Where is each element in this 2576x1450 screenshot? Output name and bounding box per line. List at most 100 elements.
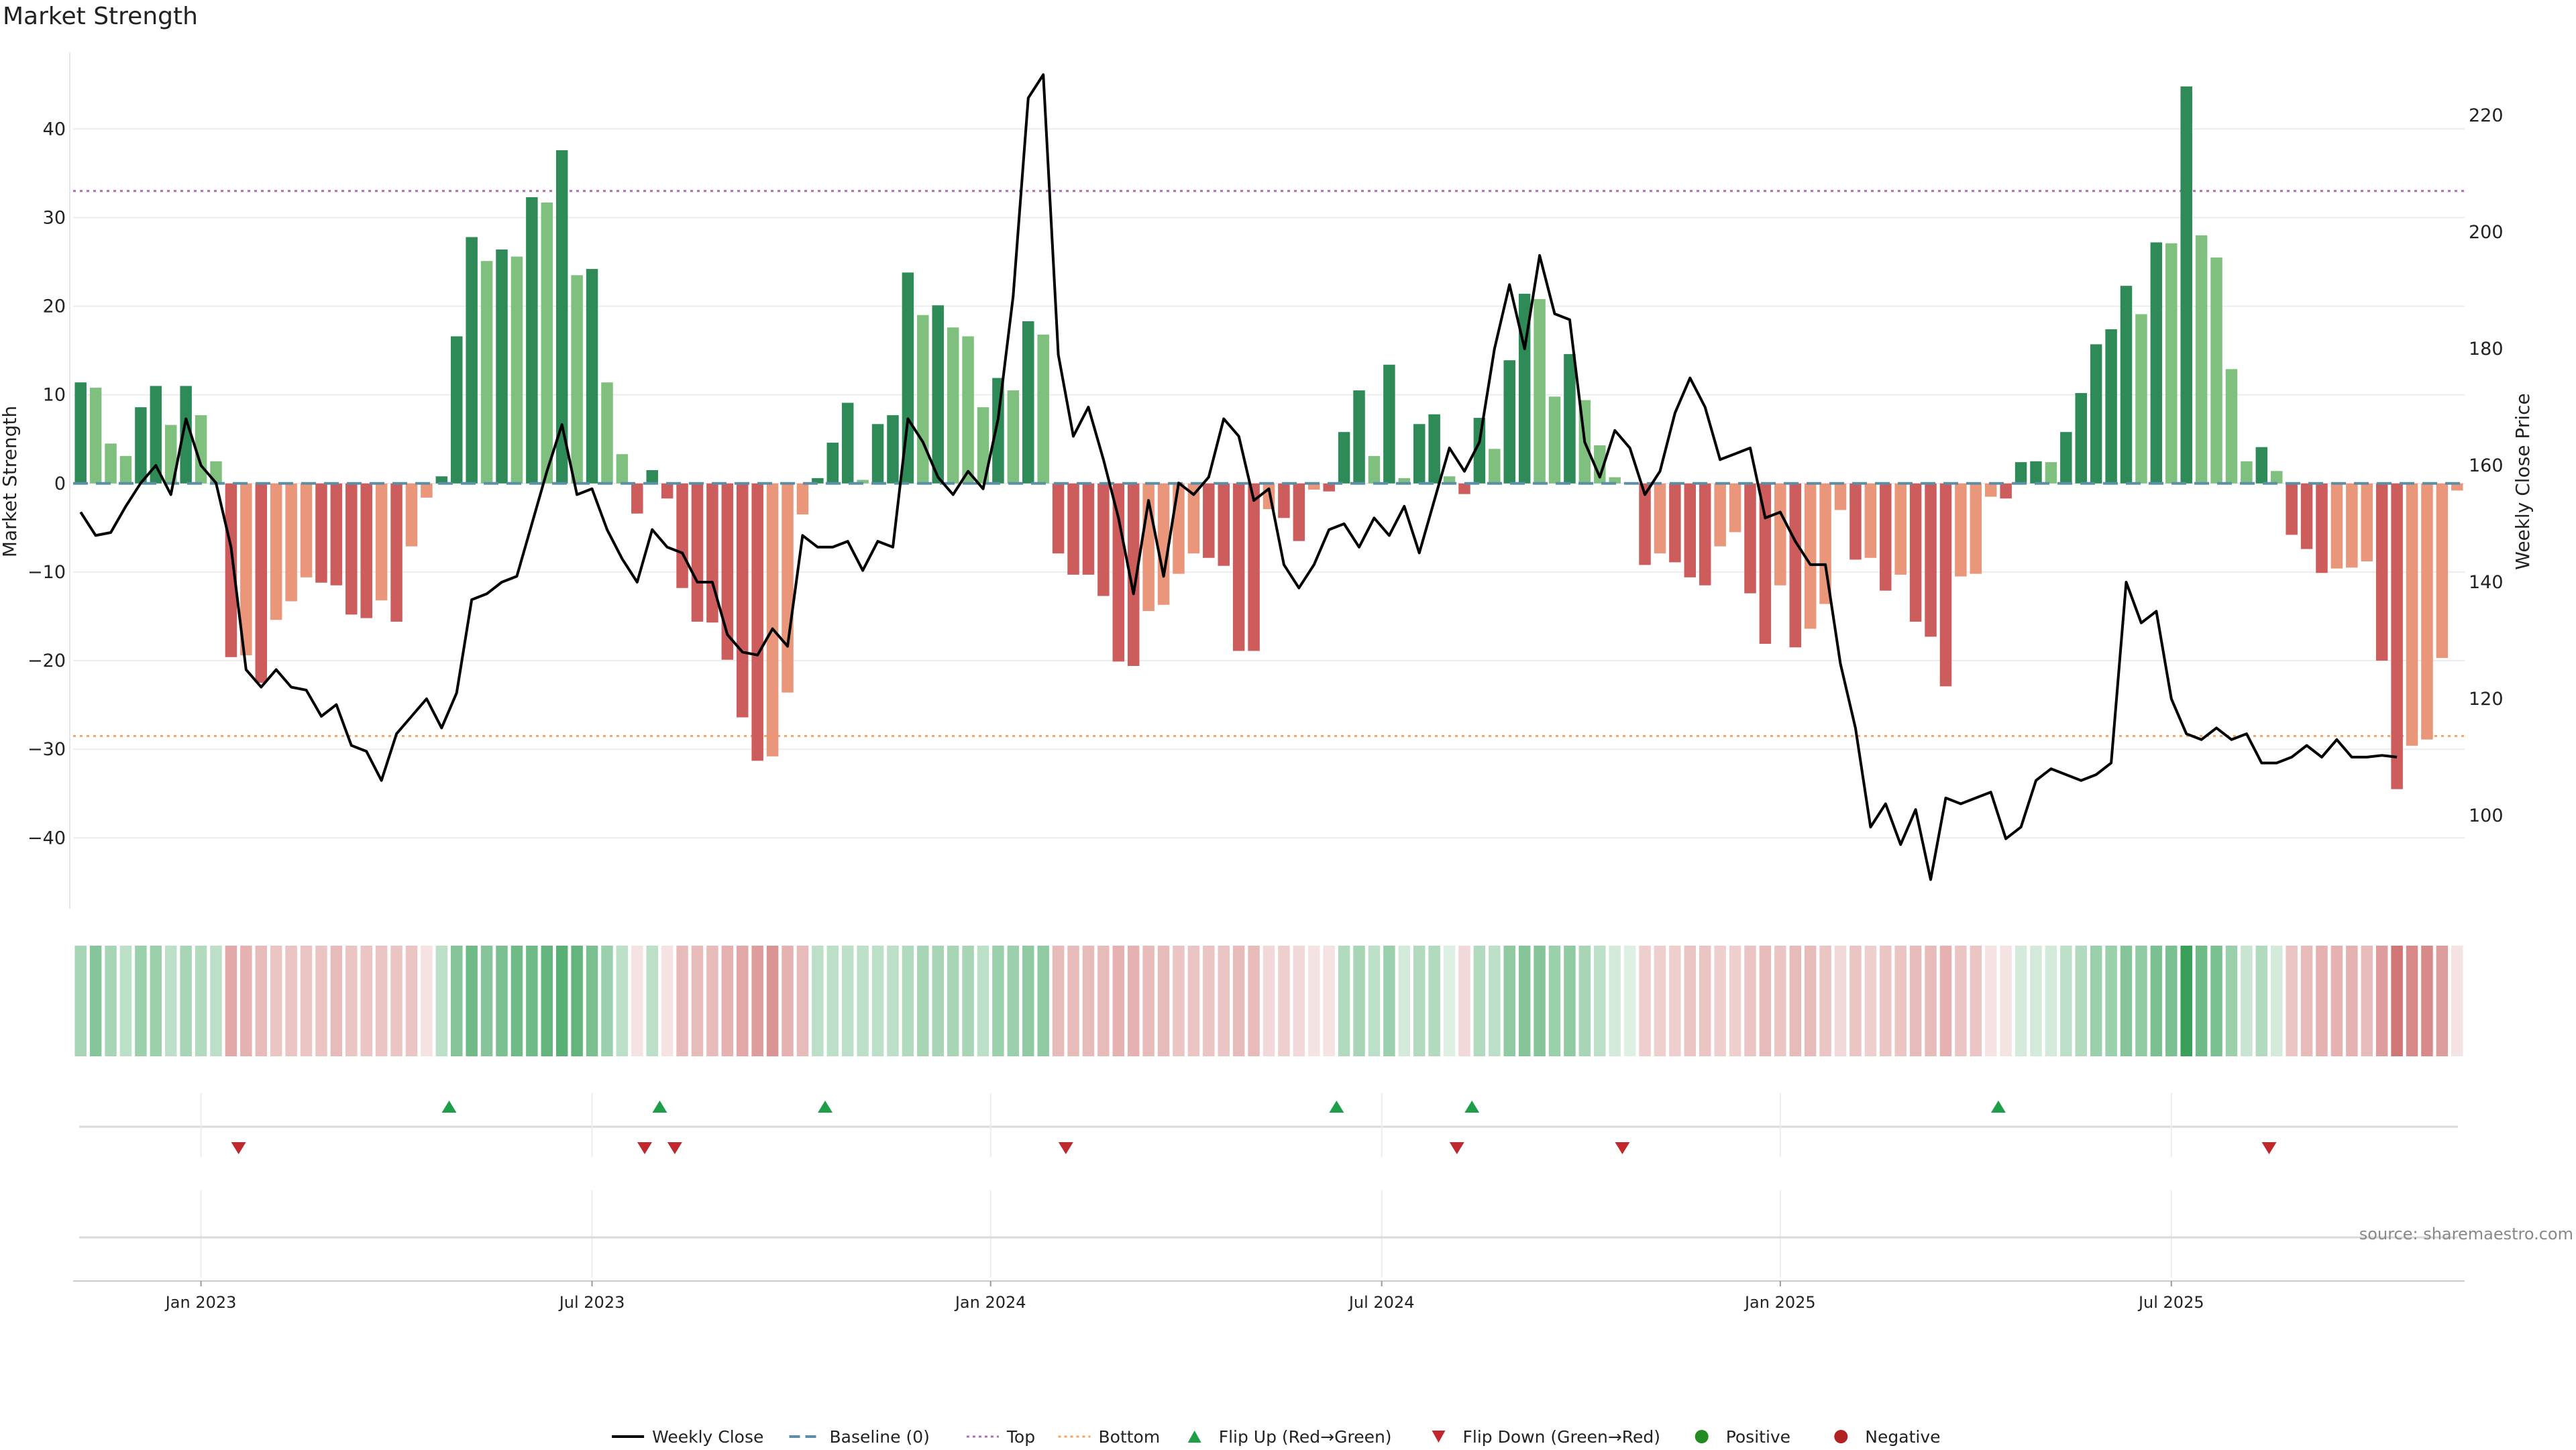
strength-bar	[646, 469, 658, 484]
intensity-cell	[977, 946, 989, 1056]
strength-bar	[721, 483, 734, 660]
intensity-cell	[1489, 946, 1501, 1056]
y-right-tick-label: 140	[2469, 572, 2504, 593]
strength-bar	[737, 483, 749, 718]
strength-bar	[1082, 483, 1095, 575]
strength-bar	[1759, 483, 1772, 644]
strength-bar	[2195, 235, 2208, 484]
strength-bar	[195, 415, 207, 484]
intensity-cell	[496, 946, 508, 1056]
strength-bar	[1293, 483, 1305, 541]
intensity-cell	[1880, 946, 1892, 1056]
intensity-cell	[1308, 946, 1320, 1056]
strength-bar	[375, 483, 388, 601]
flip-up-marker	[1990, 1101, 2006, 1113]
strength-bar	[2375, 483, 2388, 661]
intensity-cell	[164, 946, 177, 1056]
flip-up-marker	[818, 1101, 833, 1113]
strength-bar	[2180, 86, 2192, 484]
strength-bar	[255, 483, 268, 683]
intensity-cell	[1278, 946, 1290, 1056]
strength-bar	[887, 415, 899, 484]
strength-bar	[526, 197, 538, 484]
strength-bar	[2165, 243, 2178, 484]
legend-item: Weekly Close	[612, 1427, 763, 1447]
y-tick-label: 20	[43, 296, 66, 317]
strength-bar	[1880, 483, 1892, 591]
intensity-cell	[2045, 946, 2057, 1056]
strength-bar	[1819, 483, 1831, 604]
intensity-cell	[1368, 946, 1381, 1056]
strength-bar	[1173, 483, 1185, 574]
y-right-tick-label: 120	[2469, 689, 2504, 710]
intensity-cell	[1639, 946, 1651, 1056]
legend-swatch-circle	[1695, 1430, 1709, 1443]
strength-bar	[345, 483, 358, 615]
y-right-tick-label: 200	[2469, 222, 2504, 243]
intensity-cell	[119, 946, 132, 1056]
intensity-cell	[2241, 946, 2253, 1056]
intensity-cell	[1082, 946, 1095, 1056]
intensity-cell	[826, 946, 839, 1056]
intensity-cell	[571, 946, 583, 1056]
legend-item: Bottom	[1058, 1427, 1160, 1447]
intensity-cell	[480, 946, 493, 1056]
intensity-cell	[1564, 946, 1576, 1056]
strength-bar	[1894, 483, 1907, 575]
y-axis-label-right: Weekly Close Price	[2512, 393, 2534, 569]
intensity-cell	[1819, 946, 1831, 1056]
strength-bar	[902, 272, 914, 484]
intensity-cell	[150, 946, 162, 1056]
intensity-cell	[782, 946, 794, 1056]
strength-bar	[1789, 483, 1801, 648]
intensity-cell	[2105, 946, 2117, 1056]
strength-bar	[1984, 483, 1997, 497]
intensity-cell	[1699, 946, 1711, 1056]
intensity-cell	[1383, 946, 1395, 1056]
intensity-cell	[2195, 946, 2208, 1056]
strength-bar	[1458, 483, 1470, 494]
strength-bar	[1022, 321, 1034, 484]
intensity-cell	[1052, 946, 1065, 1056]
intensity-cell	[1263, 946, 1275, 1056]
intensity-cell	[2391, 946, 2403, 1056]
intensity-cell	[1534, 946, 1546, 1056]
strength-bars	[74, 86, 2463, 789]
strength-bar	[1939, 483, 1952, 687]
intensity-cell	[2180, 946, 2192, 1056]
strength-bar	[1383, 364, 1395, 484]
intensity-cell	[1925, 946, 1937, 1056]
intensity-cell	[2346, 946, 2358, 1056]
strength-bar	[2090, 344, 2102, 484]
intensity-cell	[812, 946, 824, 1056]
intensity-cell	[766, 946, 779, 1056]
intensity-cell	[1714, 946, 1726, 1056]
intensity-cell	[1518, 946, 1531, 1056]
intensity-cell	[1007, 946, 1020, 1056]
intensity-cell	[721, 946, 734, 1056]
intensity-cell	[390, 946, 402, 1056]
legend-label: Top	[1006, 1427, 1035, 1447]
intensity-cell	[992, 946, 1004, 1056]
intensity-cell	[451, 946, 463, 1056]
flip-down-marker	[1449, 1142, 1464, 1154]
intensity-cell	[2270, 946, 2283, 1056]
intensity-cell	[1729, 946, 1741, 1056]
intensity-cell	[646, 946, 658, 1056]
intensity-cell	[1473, 946, 1486, 1056]
strength-bar	[2000, 483, 2012, 499]
strength-bar	[1594, 445, 1606, 484]
y-tick-label: 0	[54, 473, 66, 494]
strength-bar	[706, 483, 718, 623]
intensity-cell	[555, 946, 568, 1056]
legend-swatch-triangle-down	[1432, 1431, 1446, 1443]
strength-bar	[1007, 390, 1020, 484]
intensity-cell	[2286, 946, 2298, 1056]
intensity-cell	[2255, 946, 2268, 1056]
intensity-cell	[932, 946, 944, 1056]
intensity-cell	[1970, 946, 1982, 1056]
strength-bar	[1548, 396, 1561, 484]
strength-bar	[315, 483, 327, 583]
intensity-cell	[2060, 946, 2072, 1056]
